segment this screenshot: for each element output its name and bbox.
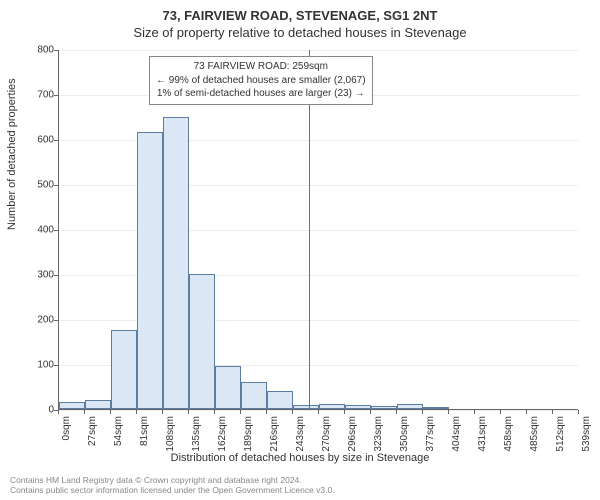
y-tick-label: 300 (24, 270, 54, 281)
chart-container: 73, FAIRVIEW ROAD, STEVENAGE, SG1 2NT Si… (0, 0, 600, 500)
x-tick-mark (318, 410, 319, 414)
plot-frame: 73 FAIRVIEW ROAD: 259sqm ← 99% of detach… (58, 50, 578, 410)
histogram-bar (293, 405, 319, 410)
chart-title-line1: 73, FAIRVIEW ROAD, STEVENAGE, SG1 2NT (0, 0, 600, 23)
y-tick-mark (54, 230, 58, 231)
histogram-bar (215, 366, 241, 409)
y-tick-mark (54, 95, 58, 96)
histogram-bar (397, 404, 423, 409)
footer-line2: Contains public sector information licen… (10, 485, 590, 496)
y-tick-label: 0 (24, 405, 54, 416)
annotation-line2: ← 99% of detached houses are smaller (2,… (156, 74, 366, 88)
y-tick-label: 200 (24, 315, 54, 326)
footer-line1: Contains HM Land Registry data © Crown c… (10, 475, 590, 486)
y-tick-label: 500 (24, 180, 54, 191)
chart-title-line2: Size of property relative to detached ho… (0, 23, 600, 44)
annotation-line3: 1% of semi-detached houses are larger (2… (156, 87, 366, 101)
x-tick-mark (500, 410, 501, 414)
x-tick-mark (266, 410, 267, 414)
annotation-box: 73 FAIRVIEW ROAD: 259sqm ← 99% of detach… (149, 56, 373, 105)
x-tick-mark (422, 410, 423, 414)
y-tick-mark (54, 365, 58, 366)
x-tick-mark (526, 410, 527, 414)
x-tick-mark (136, 410, 137, 414)
y-tick-mark (54, 140, 58, 141)
histogram-bar (137, 132, 163, 409)
x-tick-mark (344, 410, 345, 414)
y-tick-label: 100 (24, 360, 54, 371)
chart-plot-area: 73 FAIRVIEW ROAD: 259sqm ← 99% of detach… (58, 50, 578, 410)
histogram-bar (189, 274, 215, 409)
footer-attribution: Contains HM Land Registry data © Crown c… (10, 475, 590, 496)
histogram-bar (111, 330, 137, 409)
x-tick-mark (448, 410, 449, 414)
x-tick-mark (370, 410, 371, 414)
x-tick-mark (188, 410, 189, 414)
y-tick-label: 600 (24, 135, 54, 146)
x-tick-mark (552, 410, 553, 414)
histogram-bar (319, 404, 345, 409)
y-tick-label: 400 (24, 225, 54, 236)
histogram-bar (371, 406, 397, 409)
x-axis-label: Distribution of detached houses by size … (0, 452, 600, 464)
x-tick-mark (474, 410, 475, 414)
x-tick-mark (240, 410, 241, 414)
histogram-bar (241, 382, 267, 409)
x-tick-mark (84, 410, 85, 414)
x-tick-mark (578, 410, 579, 414)
annotation-line1: 73 FAIRVIEW ROAD: 259sqm (156, 60, 366, 74)
y-tick-label: 700 (24, 90, 54, 101)
histogram-bar (85, 400, 111, 409)
histogram-bar (345, 405, 371, 409)
y-tick-mark (54, 50, 58, 51)
x-tick-mark (58, 410, 59, 414)
y-tick-mark (54, 320, 58, 321)
x-tick-mark (292, 410, 293, 414)
histogram-bar (59, 402, 85, 409)
x-tick-mark (396, 410, 397, 414)
y-axis-label: Number of detached properties (6, 78, 18, 230)
y-tick-mark (54, 185, 58, 186)
y-tick-label: 800 (24, 45, 54, 56)
grid-line (59, 410, 579, 411)
x-tick-mark (162, 410, 163, 414)
x-tick-mark (110, 410, 111, 414)
histogram-bar (423, 407, 449, 409)
y-tick-mark (54, 275, 58, 276)
x-tick-mark (214, 410, 215, 414)
histogram-bar (267, 391, 293, 409)
histogram-bar (163, 117, 189, 410)
grid-line (59, 50, 579, 51)
